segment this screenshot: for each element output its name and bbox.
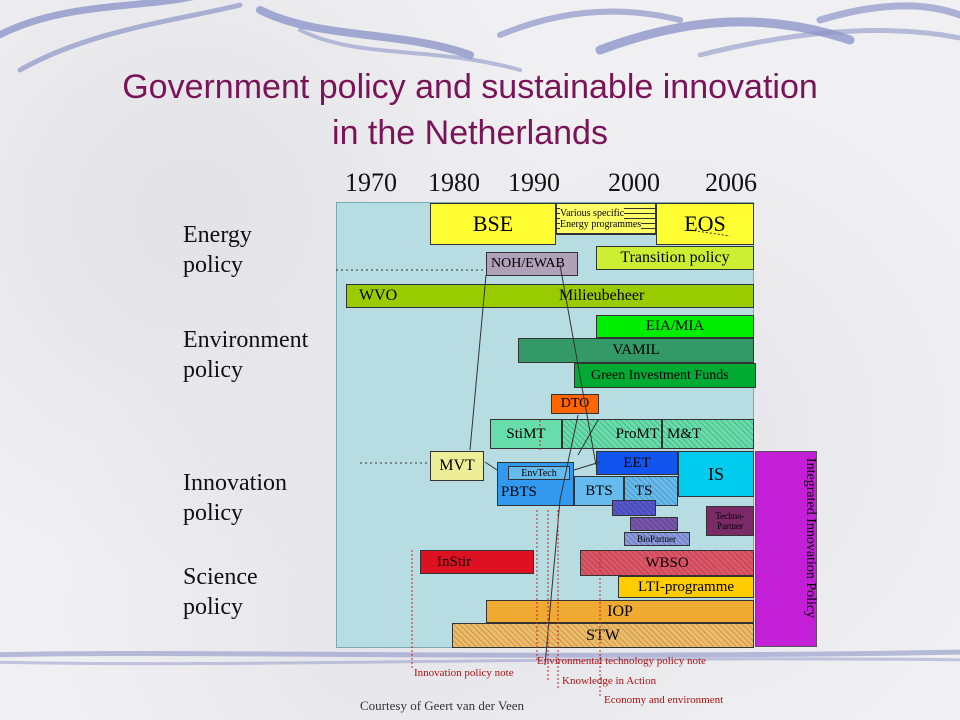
programme-stimt: StiMT — [490, 419, 562, 449]
programme-stw: STW — [452, 623, 754, 648]
programme-mt: M&T — [662, 419, 754, 449]
small-programme-bar — [630, 517, 678, 531]
category-science-policy: Science policy — [183, 562, 258, 622]
category-label: Science — [183, 564, 258, 590]
category-label: policy — [183, 357, 243, 383]
various-line-2: Energy programmes — [560, 219, 642, 230]
programme-dto: DTO — [551, 394, 599, 414]
note-environmental-technology: Environmental technology policy note — [537, 655, 706, 667]
year-1970: 1970 — [345, 168, 397, 197]
category-environment-policy: Environment policy — [183, 325, 308, 385]
programme-instir: InStir — [420, 550, 534, 574]
small-programme-bar — [612, 500, 656, 516]
programme-envtech: EnvTech — [508, 466, 570, 480]
programme-wvo: WVO Milieubeheer — [346, 284, 754, 308]
programme-eet: EET — [596, 451, 678, 475]
programme-various-specific: Various specific Energy programmes — [556, 203, 656, 235]
programme-transition-policy: Transition policy — [596, 246, 754, 270]
category-innovation-policy: Innovation policy — [183, 468, 287, 528]
category-label: Environment — [183, 327, 309, 353]
category-label: policy — [183, 500, 243, 526]
note-economy-environment: Economy and environment — [604, 694, 724, 706]
courtesy-credit: Courtesy of Geert van der Veen — [360, 698, 525, 713]
year-2006: 2006 — [705, 168, 757, 197]
category-label: Energy — [183, 222, 252, 248]
year-1980: 1980 — [428, 168, 480, 197]
programme-promt: ProMT — [562, 419, 662, 449]
category-energy-policy: Energy policy — [183, 220, 252, 280]
programme-noh-ewab: NOH/EWAB — [486, 252, 578, 276]
programme-eia-mia: EIA/MIA — [596, 315, 754, 338]
programme-lti: LTI-programme — [618, 576, 754, 598]
programme-mvt: MVT — [430, 451, 484, 481]
programme-bse: BSE — [430, 203, 556, 245]
programme-integrated-innovation-policy: Integrated Innovation Policy — [755, 451, 818, 647]
page-title-line-1: Government policy and sustainable innova… — [122, 68, 818, 106]
programme-eos: EOS — [656, 203, 754, 245]
note-knowledge-in-action: Knowledge in Action — [562, 675, 657, 687]
programme-green-investment-funds: Green Investment Funds — [574, 363, 756, 388]
note-innovation-policy: Innovation policy note — [414, 667, 514, 679]
programme-vamil: VAMIL — [518, 338, 754, 363]
milieubeheer-label: Milieubeheer — [559, 287, 645, 304]
year-1990: 1990 — [508, 168, 560, 197]
category-label: Innovation — [183, 470, 287, 496]
category-label: policy — [183, 594, 243, 620]
year-2000: 2000 — [608, 168, 660, 197]
programme-is: IS — [678, 451, 754, 497]
category-label: policy — [183, 252, 243, 278]
page-title-line-2: in the Netherlands — [332, 114, 608, 152]
various-line-1: Various specific — [560, 208, 625, 219]
wvo-label: WVO — [359, 287, 398, 304]
programme-wbso: WBSO — [580, 550, 754, 576]
programme-iop: IOP — [486, 600, 754, 623]
programme-technopartner: Techno-Partner — [706, 506, 754, 536]
programme-biopartner: BioPartner — [624, 532, 690, 546]
integrated-label: Integrated Innovation Policy — [803, 458, 818, 619]
